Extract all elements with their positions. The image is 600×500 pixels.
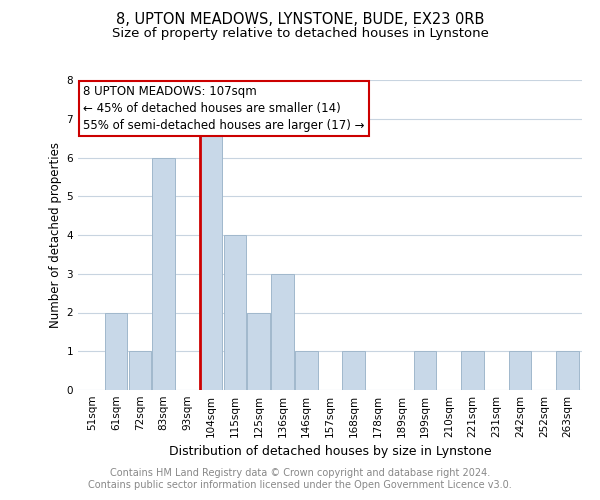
Bar [105, 312, 127, 390]
Y-axis label: Number of detached properties: Number of detached properties [49, 142, 62, 328]
Text: Contains HM Land Registry data © Crown copyright and database right 2024.: Contains HM Land Registry data © Crown c… [110, 468, 490, 477]
Text: Contains public sector information licensed under the Open Government Licence v3: Contains public sector information licen… [88, 480, 512, 490]
X-axis label: Distribution of detached houses by size in Lynstone: Distribution of detached houses by size … [169, 446, 491, 458]
Bar [556, 351, 579, 390]
Text: 8 UPTON MEADOWS: 107sqm
← 45% of detached houses are smaller (14)
55% of semi-de: 8 UPTON MEADOWS: 107sqm ← 45% of detache… [83, 84, 365, 132]
Bar [343, 351, 365, 390]
Bar [414, 351, 436, 390]
Text: Size of property relative to detached houses in Lynstone: Size of property relative to detached ho… [112, 28, 488, 40]
Bar [271, 274, 294, 390]
Bar [128, 351, 151, 390]
Text: 8, UPTON MEADOWS, LYNSTONE, BUDE, EX23 0RB: 8, UPTON MEADOWS, LYNSTONE, BUDE, EX23 0… [116, 12, 484, 28]
Bar [200, 118, 223, 390]
Bar [224, 235, 246, 390]
Bar [152, 158, 175, 390]
Bar [461, 351, 484, 390]
Bar [247, 312, 270, 390]
Bar [295, 351, 317, 390]
Bar [509, 351, 532, 390]
